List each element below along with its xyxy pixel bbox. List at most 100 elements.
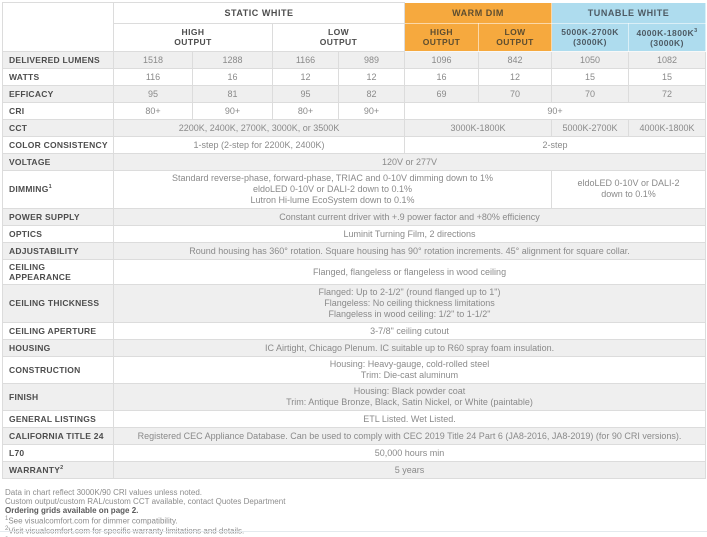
- subheader-line: OUTPUT: [422, 37, 461, 48]
- group-header-static-white: STATIC WHITE: [112, 2, 406, 24]
- value-cell: 15: [551, 67, 630, 86]
- value-cell: 1166: [272, 50, 339, 69]
- subheader-line: HIGH: [181, 26, 205, 37]
- value-cell: 69: [404, 84, 480, 103]
- value-cell-construction: Housing: Heavy-gauge, cold-rolled steel …: [112, 355, 707, 384]
- value-cell-cri-span: 90+: [404, 101, 707, 120]
- group-header-tunable-white: TUNABLE WHITE: [551, 2, 707, 24]
- row-adjustability: ADJUSTABILITY Round housing has 360° rot…: [2, 241, 707, 260]
- group-header-warm-dim: WARM DIM: [404, 2, 553, 24]
- row-general-listings: GENERAL LISTINGS ETL Listed. Wet Listed.: [2, 409, 707, 428]
- value-line: Standard reverse-phase, forward-phase, T…: [172, 172, 493, 183]
- row-label-cct: CCT: [2, 118, 114, 137]
- row-label-watts: WATTS: [2, 67, 114, 86]
- value-cell-housing: IC Airtight, Chicago Plenum. IC suitable…: [112, 338, 707, 357]
- row-label-l70: L70: [2, 443, 114, 462]
- value-cell-california-title-24: Registered CEC Appliance Database. Can b…: [112, 426, 707, 445]
- row-cri: CRI 80+ 90+ 80+ 90+ 90+: [2, 101, 707, 120]
- footnote-line-bold: Ordering grids available on page 2.: [5, 505, 139, 515]
- row-cct: CCT 2200K, 2400K, 2700K, 3000K, or 3500K…: [2, 118, 707, 137]
- subheader-line: LOW: [504, 26, 526, 37]
- value-cell: 82: [337, 84, 406, 103]
- value-line: Flangeless: No ceiling thickness limitat…: [324, 297, 495, 308]
- footnote-line: Custom output/custom RAL/custom CCT avai…: [5, 496, 286, 506]
- row-efficacy: EFFICACY 95 81 95 82 69 70 70 72: [2, 84, 707, 103]
- subheader-line: 5000K-2700K: [561, 26, 619, 37]
- value-cell-cc-rest: 2-step: [404, 135, 707, 154]
- value-line: Trim: Die-cast aluminum: [360, 369, 459, 380]
- row-label-adjustability: ADJUSTABILITY: [2, 241, 114, 260]
- row-voltage: VOLTAGE 120V or 277V: [2, 152, 707, 171]
- value-line: eldoLED 0-10V or DALI-2: [577, 178, 680, 189]
- row-label-color-consistency: COLOR CONSISTENCY: [2, 135, 114, 154]
- footnote-marker: 3: [694, 28, 698, 34]
- value-cell: 116: [113, 67, 193, 86]
- row-ceiling-aperture: CEILING APERTURE 3-7/8" ceiling cutout: [2, 321, 707, 340]
- row-optics: OPTICS Luminit Turning Film, 2 direction…: [2, 224, 707, 243]
- row-california-title-24: CALIFORNIA TITLE 24 Registered CEC Appli…: [2, 426, 707, 445]
- row-label-delivered-lumens: DELIVERED LUMENS: [2, 50, 114, 69]
- footnotes: Data in chart reflect 3000K/90 CRI value…: [5, 488, 707, 537]
- footnote-line: Data in chart reflect 3000K/90 CRI value…: [5, 487, 202, 497]
- row-warranty: WARRANTY2 5 years: [2, 460, 707, 479]
- footnote-marker: 2: [5, 526, 9, 533]
- row-label-general-listings: GENERAL LISTINGS: [2, 409, 114, 428]
- value-cell-optics: Luminit Turning Film, 2 directions: [112, 224, 707, 243]
- row-power-supply: POWER SUPPLY Constant current driver wit…: [2, 207, 707, 226]
- value-cell: 95: [113, 84, 193, 103]
- row-construction: CONSTRUCTION Housing: Heavy-gauge, cold-…: [2, 355, 707, 384]
- value-line: Lutron Hi-lume EcoSystem down to 0.1%: [250, 194, 415, 205]
- subheader-sw-high-output: HIGH OUTPUT: [113, 23, 273, 52]
- subheader-line: (3000K): [573, 37, 607, 48]
- value-cell-finish: Housing: Black powder coat Trim: Antique…: [112, 382, 707, 411]
- value-line: Housing: Black powder coat: [353, 385, 466, 396]
- value-cell: 1050: [551, 50, 630, 69]
- row-ceiling-appearance: CEILING APPEARANCE Flanged, flangeless o…: [2, 258, 707, 285]
- row-label-housing: HOUSING: [2, 338, 114, 357]
- row-label-power-supply: POWER SUPPLY: [2, 207, 114, 226]
- subheader-line: HIGH: [430, 26, 453, 37]
- value-line: Housing: Heavy-gauge, cold-rolled steel: [329, 358, 490, 369]
- value-cell: 16: [192, 67, 273, 86]
- footnote-line: 1See visualcomfort.com for dimmer compat…: [5, 515, 707, 526]
- row-finish: FINISH Housing: Black powder coat Trim: …: [2, 382, 707, 411]
- value-cell: 12: [337, 67, 406, 86]
- row-watts: WATTS 116 16 12 12 16 12 15 15: [2, 67, 707, 86]
- row-label-cri: CRI: [2, 101, 114, 120]
- value-cell: 1082: [628, 50, 707, 69]
- subheader-tw-5000k-2700k: 5000K-2700K (3000K): [551, 23, 630, 52]
- value-cell-power-supply: Constant current driver with +.9 power f…: [112, 207, 707, 226]
- subheader-line: 4000K-1800K3: [629, 26, 705, 38]
- footnote-text: See visualcomfort.com for dimmer compati…: [8, 516, 178, 526]
- value-line: eldoLED 0-10V or DALI-2 down to 0.1%: [252, 183, 413, 194]
- value-cell: 95: [272, 84, 339, 103]
- row-label-text: WARRANTY: [9, 464, 61, 475]
- value-cell: 15: [628, 67, 707, 86]
- row-label-ceiling-thickness: CEILING THICKNESS: [2, 283, 114, 323]
- value-cell-dimming-left: Standard reverse-phase, forward-phase, T…: [112, 169, 553, 209]
- value-cell: 80+: [113, 101, 193, 120]
- value-cell-adjustability: Round housing has 360° rotation. Square …: [112, 241, 707, 260]
- group-header-row: STATIC WHITE WARM DIM TUNABLE WHITE: [2, 2, 707, 52]
- subheader-line: (3000K): [650, 38, 684, 49]
- value-cell: 1518: [113, 50, 193, 69]
- subheader-wd-high-output: HIGH OUTPUT: [404, 23, 480, 52]
- row-label-ceiling-aperture: CEILING APERTURE: [2, 321, 114, 340]
- value-cell: 70: [478, 84, 553, 103]
- spec-table: STATIC WHITE WARM DIM TUNABLE WHITE HIGH…: [2, 2, 707, 479]
- value-cell: 989: [337, 50, 406, 69]
- value-cell-dimming-right: eldoLED 0-10V or DALI-2 down to 0.1%: [551, 169, 707, 209]
- row-label-ceiling-appearance: CEILING APPEARANCE: [2, 258, 114, 285]
- corner-empty-cell: [2, 2, 114, 52]
- value-cell: 16: [404, 67, 480, 86]
- value-cell: 842: [478, 50, 553, 69]
- subheader-tw-4000k-1800k: 4000K-1800K3 (3000K): [628, 23, 707, 52]
- row-label-optics: OPTICS: [2, 224, 114, 243]
- value-cell: 70: [551, 84, 630, 103]
- value-cell: 1288: [192, 50, 273, 69]
- subheader-line: OUTPUT: [174, 37, 212, 48]
- value-cell-cct-warm: 3000K-1800K: [404, 118, 553, 137]
- value-cell-l70: 50,000 hours min: [112, 443, 707, 462]
- row-label-efficacy: EFFICACY: [2, 84, 114, 103]
- row-label-finish: FINISH: [2, 382, 114, 411]
